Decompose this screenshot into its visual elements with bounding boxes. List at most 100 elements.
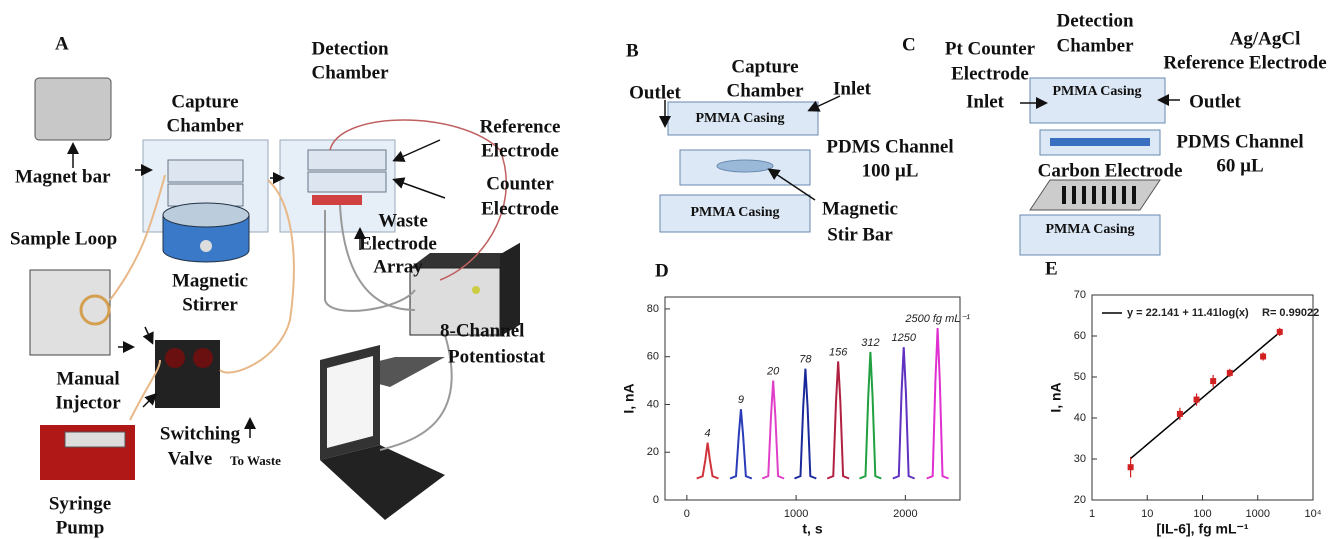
peak-label: 2500 fg mL⁻¹: [904, 313, 970, 325]
current-trace: [794, 368, 817, 480]
x-tick-label: 1000: [1246, 508, 1270, 520]
label: Carbon Electrode: [1038, 160, 1183, 181]
label: To Waste: [230, 453, 281, 468]
label: Chamber: [311, 62, 389, 83]
label: Magnetic: [822, 198, 898, 219]
current-trace: [892, 347, 916, 480]
label: 60 µL: [1216, 155, 1263, 176]
label: Array: [373, 256, 423, 277]
label: Manual: [56, 368, 119, 389]
x-axis-title: t, s: [802, 521, 822, 537]
label: Capture: [171, 91, 238, 112]
panel-c-drawing: [1019, 77, 1180, 256]
label: Electrode: [481, 140, 559, 161]
label: Detection: [311, 38, 388, 59]
label: Inlet: [833, 78, 872, 99]
data-point: [1276, 328, 1283, 335]
label: PMMA Casing: [1045, 222, 1134, 237]
panel-letter: D: [655, 260, 669, 281]
label: Valve: [168, 448, 213, 469]
label: Magnet bar: [15, 166, 111, 187]
y-tick-label: 60: [1074, 330, 1086, 342]
y-tick-label: 40: [647, 398, 659, 410]
data-point: [1193, 396, 1200, 403]
label: 100 µL: [862, 160, 919, 181]
label: Potentiostat: [448, 346, 546, 367]
label: Outlet: [1189, 91, 1241, 112]
label: Electrode: [359, 233, 437, 254]
label: Waste: [378, 210, 428, 231]
panel-a-drawing: [29, 77, 520, 520]
label: Electrode: [481, 198, 559, 219]
x-tick-label: 2000: [893, 508, 917, 520]
peak-label: 9: [738, 394, 744, 406]
x-tick-label: 0: [684, 508, 690, 520]
label: Chamber: [726, 80, 804, 101]
y-tick-label: 20: [647, 446, 659, 458]
current-trace: [696, 442, 719, 480]
panel-letter: C: [902, 34, 916, 55]
panel-letter: A: [55, 33, 69, 54]
y-tick-label: 20: [1074, 494, 1086, 506]
x-tick-label: 10: [1141, 508, 1153, 520]
x-tick-label: 1: [1089, 508, 1095, 520]
x-tick-label: 100: [1193, 508, 1211, 520]
y-tick-label: 50: [1074, 371, 1086, 383]
y-tick-label: 60: [647, 351, 659, 363]
peak-label: 4: [705, 428, 711, 440]
label: Reference: [480, 116, 561, 137]
current-trace: [826, 361, 850, 480]
y-tick-label: 80: [647, 303, 659, 315]
data-point: [1210, 378, 1217, 385]
label: PMMA Casing: [690, 205, 779, 220]
current-trace: [729, 409, 753, 480]
label: Detection: [1056, 10, 1133, 31]
legend-label: y = 22.141 + 11.41log(x): [1127, 307, 1249, 319]
fit-line: [1130, 331, 1281, 460]
peak-label: 20: [766, 365, 780, 377]
label: Stirrer: [182, 294, 238, 315]
y-axis-title: I, nA: [621, 383, 637, 413]
label: Chamber: [166, 115, 244, 136]
panel-b-drawing: [659, 95, 841, 233]
peak-label: 156: [829, 346, 848, 358]
label: Inlet: [966, 91, 1005, 112]
y-tick-label: 0: [653, 494, 659, 506]
label: Outlet: [629, 82, 681, 103]
label: Syringe: [49, 493, 111, 514]
y-tick-label: 40: [1074, 412, 1086, 424]
data-point: [1260, 353, 1267, 360]
y-axis-title: I, nA: [1048, 382, 1064, 412]
y-tick-label: 70: [1074, 289, 1086, 301]
label: Counter: [486, 173, 554, 194]
label: PDMS Channel: [826, 136, 953, 157]
label: Reference Electrode: [1163, 52, 1326, 73]
data-point: [1176, 410, 1183, 417]
data-point: [1226, 369, 1233, 376]
peak-label: 312: [861, 337, 879, 349]
y-tick-label: 30: [1074, 453, 1086, 465]
label: PDMS Channel: [1176, 131, 1303, 152]
label: Pt Counter: [945, 38, 1036, 59]
label: Magnetic: [172, 270, 248, 291]
x-tick-label: 10⁴: [1305, 508, 1322, 520]
x-tick-label: 1000: [784, 508, 808, 520]
peak-label: 1250: [891, 332, 916, 344]
current-trace: [761, 380, 785, 480]
label: Injector: [55, 392, 121, 413]
data-point: [1127, 464, 1134, 471]
panel-letter: B: [626, 40, 639, 61]
label: Switching: [160, 423, 241, 444]
label: Ag/AgCl: [1230, 28, 1301, 49]
x-axis-title: [IL-6], fg mL⁻¹: [1156, 521, 1248, 537]
label: Chamber: [1056, 35, 1134, 56]
label: Pump: [56, 517, 105, 538]
panel-letter: E: [1045, 258, 1058, 279]
label: Sample Loop: [10, 228, 117, 249]
label: 8-Channel: [440, 320, 524, 341]
peak-label: 78: [799, 354, 812, 366]
label: PMMA Casing: [1052, 84, 1141, 99]
label: PMMA Casing: [695, 111, 784, 126]
annotation: R= 0.99022: [1262, 307, 1319, 319]
